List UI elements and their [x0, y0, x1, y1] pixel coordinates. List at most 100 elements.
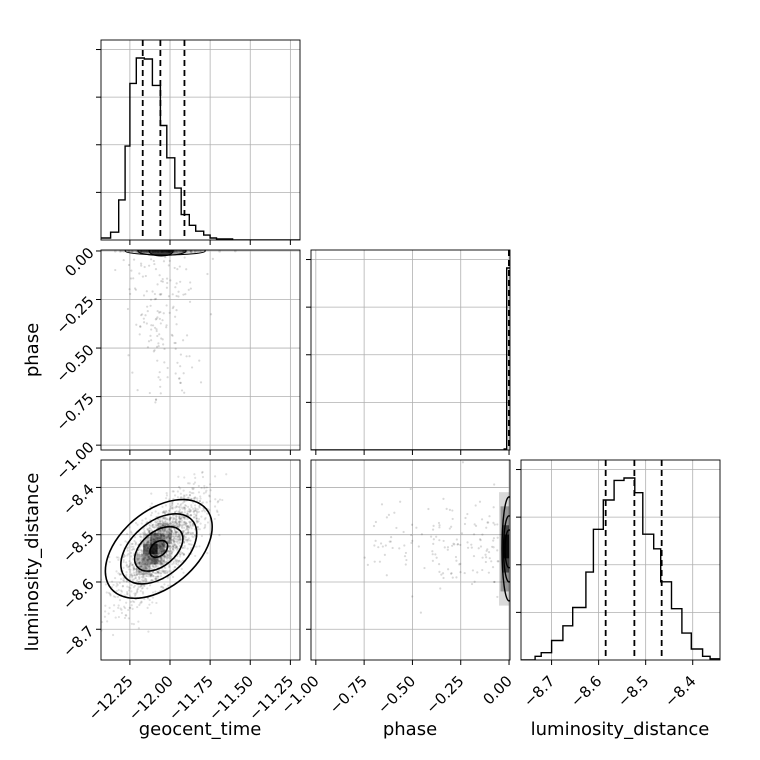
- scatter-point: [163, 510, 166, 514]
- scatter-point: [146, 574, 149, 578]
- scatter-point: [186, 531, 189, 535]
- scatter-point: [140, 553, 143, 556]
- scatter-point: [178, 508, 182, 511]
- scatter-point: [174, 341, 177, 345]
- scatter-point: [132, 567, 135, 570]
- scatter-point: [170, 549, 173, 553]
- scatter-point: [167, 524, 170, 527]
- scatter-point: [158, 543, 161, 547]
- scatter-point: [174, 558, 177, 561]
- scatter-point: [174, 531, 178, 534]
- scatter-point: [178, 524, 181, 528]
- scatter-point: [155, 317, 158, 320]
- scatter-point: [159, 534, 163, 537]
- scatter-point: [170, 529, 173, 532]
- contour-0: [501, 496, 510, 602]
- scatter-point: [180, 496, 183, 499]
- scatter-point: [130, 250, 133, 253]
- scatter-point: [213, 475, 217, 478]
- scatter-point: [174, 532, 177, 535]
- scatter-point: [155, 524, 158, 527]
- scatter-point: [119, 543, 122, 546]
- scatter-point: [151, 578, 154, 582]
- scatter-point: [466, 541, 469, 544]
- scatter-point: [181, 339, 185, 342]
- scatter-point: [204, 523, 207, 527]
- scatter-point: [159, 556, 163, 560]
- scatter-point: [131, 564, 134, 567]
- scatter-point: [158, 535, 161, 538]
- scatter-point: [194, 504, 197, 507]
- scatter-point: [206, 272, 209, 276]
- scatter-point: [160, 559, 163, 562]
- scatter-point: [182, 494, 186, 497]
- density-cell: [157, 533, 165, 544]
- scatter-point: [166, 535, 169, 539]
- scatter-point: [185, 522, 188, 525]
- scatter-point: [163, 529, 167, 532]
- scatter-point: [490, 560, 493, 563]
- scatter-point: [159, 520, 162, 523]
- scatter-point: [169, 547, 172, 550]
- scatter-point: [159, 571, 162, 575]
- scatter-point: [127, 250, 131, 253]
- scatter-point: [159, 559, 162, 563]
- scatter-point: [140, 250, 144, 253]
- scatter-point: [149, 304, 152, 307]
- scatter-point: [138, 547, 141, 550]
- panel-border: [310, 459, 511, 661]
- scatter-point: [158, 529, 162, 532]
- scatter-point: [166, 554, 169, 557]
- scatter-point: [126, 554, 129, 557]
- scatter-point: [153, 566, 156, 569]
- scatter-point: [187, 510, 191, 513]
- scatter-point: [182, 553, 185, 557]
- scatter-point: [145, 250, 149, 253]
- scatter-point: [146, 597, 150, 600]
- scatter-point: [185, 522, 188, 525]
- scatter-point: [174, 546, 178, 549]
- scatter-point: [213, 517, 216, 521]
- scatter-point: [188, 250, 192, 253]
- scatter-point: [180, 250, 184, 253]
- scatter-point: [171, 522, 174, 525]
- scatter-point: [184, 523, 187, 526]
- scatter-point: [198, 500, 201, 503]
- scatter-point: [150, 492, 153, 495]
- scatter-point: [167, 536, 171, 539]
- scatter-point: [150, 572, 153, 576]
- scatter-point: [142, 321, 146, 324]
- scatter-point: [164, 509, 167, 513]
- scatter-point: [165, 536, 168, 539]
- scatter-point: [195, 545, 198, 548]
- scatter-point: [175, 250, 179, 253]
- scatter-point: [442, 576, 445, 580]
- scatter-point: [163, 534, 166, 538]
- scatter-point: [140, 600, 143, 603]
- scatter-point: [163, 527, 167, 530]
- scatter-point: [118, 573, 121, 576]
- scatter-point: [158, 532, 162, 535]
- scatter-point: [161, 586, 165, 589]
- scatter-point: [173, 543, 176, 547]
- scatter-point: [178, 553, 182, 556]
- scatter-point: [154, 401, 157, 404]
- scatter-point: [151, 596, 155, 599]
- scatter-point: [146, 563, 149, 566]
- scatter-point: [196, 525, 199, 529]
- ytick-label: −8.4: [59, 480, 97, 518]
- scatter-point: [146, 571, 149, 574]
- scatter-point: [165, 510, 168, 513]
- scatter-point: [136, 552, 139, 555]
- ytick-label: −8.7: [59, 622, 97, 660]
- scatter-point: [173, 266, 176, 270]
- scatter-point: [174, 518, 177, 521]
- scatter-point: [156, 565, 159, 568]
- xtick-label: −0.75: [326, 672, 371, 717]
- scatter-point: [165, 492, 168, 495]
- scatter-point: [164, 522, 167, 525]
- scatter-point: [159, 545, 162, 548]
- scatter-point: [149, 528, 153, 531]
- scatter-point: [174, 566, 177, 569]
- scatter-point: [177, 505, 180, 508]
